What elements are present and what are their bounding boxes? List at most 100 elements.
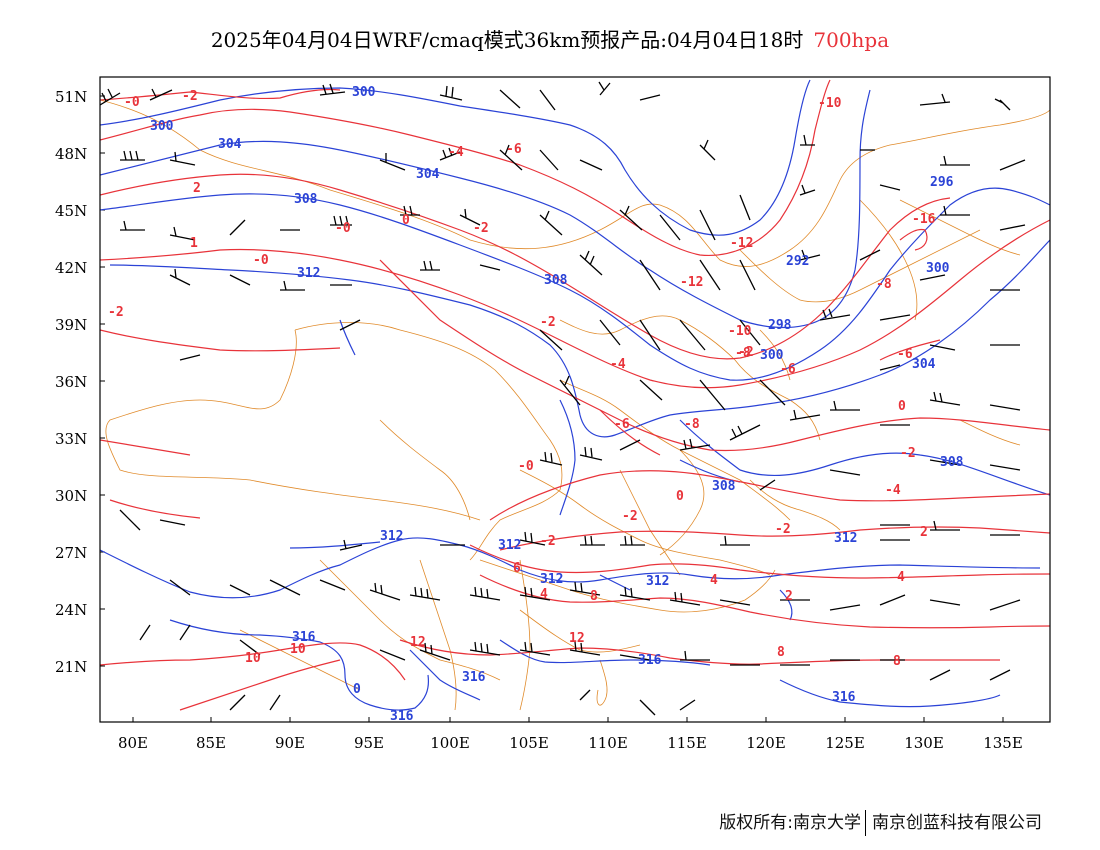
- height-label: 308: [544, 273, 568, 288]
- height-label: 316: [638, 653, 662, 668]
- lat-label: 45N: [55, 202, 87, 220]
- temp-label: 2: [193, 181, 201, 196]
- lon-label: 90E: [275, 734, 305, 752]
- height-label: 308: [712, 479, 736, 494]
- lon-label: 125E: [825, 734, 865, 752]
- height-label: 304: [218, 137, 242, 152]
- temp-label: -8: [876, 277, 892, 292]
- height-label: 298: [768, 318, 792, 333]
- temp-label: 8: [590, 589, 598, 604]
- lon-label: 135E: [983, 734, 1023, 752]
- temp-label: -2: [540, 315, 556, 330]
- temp-label: -12: [680, 275, 703, 290]
- title-main: 2025年04月04日WRF/cmaq模式36km预报产品:04月04日18时: [210, 28, 804, 52]
- height-label: 312: [834, 531, 857, 546]
- temp-label: -6: [614, 417, 630, 432]
- lon-label: 120E: [746, 734, 786, 752]
- height-label: 300: [352, 85, 376, 100]
- height-label: 316: [292, 630, 316, 645]
- height-label: 300: [760, 348, 784, 363]
- height-label: 312: [540, 572, 563, 587]
- temp-label: -0: [253, 253, 269, 268]
- temp-label: 6: [513, 561, 521, 576]
- footer-divider: [865, 810, 866, 836]
- map-title: 2025年04月04日WRF/cmaq模式36km预报产品:04月04日18时 7…: [0, 24, 1100, 53]
- height-label: 316: [462, 670, 486, 685]
- temp-label: -12: [730, 236, 753, 251]
- temp-label: 2: [920, 525, 928, 540]
- temp-label: -2: [473, 221, 489, 236]
- temp-label: 0: [402, 213, 410, 228]
- lon-label: 80E: [118, 734, 148, 752]
- lat-label: 42N: [55, 259, 87, 277]
- lat-label: 48N: [55, 145, 87, 163]
- temperature-labels: -0 -2 -4 -6 -10 2 -2 0 -0 -2 1 -0 -2 -4 …: [108, 89, 936, 669]
- height-label: 312: [646, 574, 669, 589]
- lat-label: 36N: [55, 373, 87, 391]
- height-label: 296: [930, 175, 954, 190]
- temp-label: 8: [777, 645, 785, 660]
- temp-label: -2: [622, 509, 638, 524]
- temp-label: -6: [506, 142, 522, 157]
- boundaries: [100, 99, 1050, 711]
- temp-label: -2: [738, 345, 754, 360]
- temp-label: 4: [540, 587, 548, 602]
- temp-label: -10: [728, 324, 752, 339]
- lat-label: 27N: [55, 544, 87, 562]
- height-label: 292: [786, 254, 809, 269]
- temp-label: -4: [448, 145, 464, 160]
- temp-label: -4: [885, 483, 901, 498]
- temp-label: -4: [610, 357, 626, 372]
- height-labels: 300 300 304 304 308 312 308 292 296 300 …: [150, 85, 964, 724]
- lat-label: 24N: [55, 601, 87, 619]
- lon-label: 100E: [430, 734, 470, 752]
- temp-label: 10: [245, 651, 261, 666]
- temp-label: 8: [893, 654, 901, 669]
- lat-label: 51N: [55, 88, 87, 106]
- temp-label: 12: [569, 631, 585, 646]
- temp-label: 0: [676, 489, 684, 504]
- temp-label: -2: [182, 89, 198, 104]
- height-label: 308: [940, 455, 964, 470]
- temp-label: -0: [335, 221, 351, 236]
- lon-label: 85E: [196, 734, 226, 752]
- height-label: 304: [416, 167, 440, 182]
- tick-marks: [100, 95, 1004, 722]
- lat-label: 21N: [55, 658, 87, 676]
- height-label: 312: [297, 266, 320, 281]
- lon-label: 95E: [354, 734, 384, 752]
- copyright-right: 南京创蓝科技有限公司: [872, 813, 1042, 833]
- height-label: 312: [380, 529, 403, 544]
- temp-label: 2: [785, 589, 793, 604]
- temp-label: -8: [735, 346, 751, 361]
- temp-label: -0: [124, 95, 140, 110]
- lon-axis: 80E 85E 90E 95E 100E 105E 110E 115E 120E…: [118, 734, 1023, 752]
- height-label: 304: [912, 357, 936, 372]
- height-label: 308: [294, 192, 318, 207]
- temp-label: -2: [775, 522, 791, 537]
- temp-label: 10: [290, 642, 306, 657]
- lat-label: 33N: [55, 430, 87, 448]
- wind-barbs: [100, 81, 1026, 716]
- temperature-contours: [100, 79, 1050, 711]
- plot-frame: [99, 76, 1051, 723]
- temp-label: -16: [912, 212, 936, 227]
- copyright-left: 版权所有:南京大学: [719, 813, 861, 833]
- lat-label: 30N: [55, 487, 87, 505]
- temp-label: -6: [897, 347, 913, 362]
- temp-label: -2: [540, 534, 556, 549]
- title-level: 700hpa: [813, 28, 890, 52]
- lon-label: 105E: [509, 734, 549, 752]
- height-label: 316: [390, 709, 414, 724]
- temp-label: -8: [684, 417, 700, 432]
- height-label: 300: [150, 119, 174, 134]
- temp-label: -2: [900, 446, 916, 461]
- height-label: 312: [498, 538, 521, 553]
- temp-label: 4: [897, 570, 905, 585]
- temp-label: -2: [108, 305, 124, 320]
- temp-label: 0: [898, 399, 906, 414]
- height-label: 0: [353, 682, 361, 697]
- temp-label: 4: [710, 573, 718, 588]
- lon-label: 130E: [904, 734, 944, 752]
